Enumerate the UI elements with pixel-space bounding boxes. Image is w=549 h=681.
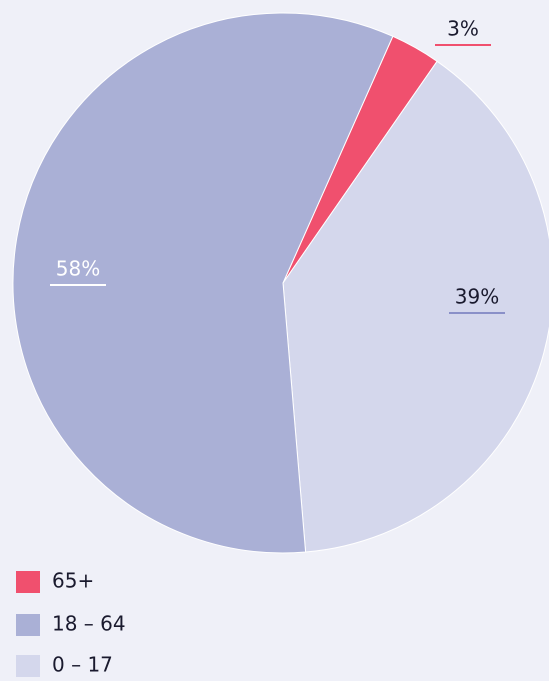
data-label: 58% [56,257,100,281]
legend-swatch [16,655,40,677]
pie-slice [12,12,394,554]
legend-swatch [16,614,40,636]
legend-label: 18 – 64 [52,612,126,636]
data-label: 39% [455,285,499,309]
pie-slice [282,60,549,553]
data-label: 3% [447,17,479,41]
legend-label: 65+ [52,569,94,593]
legend-label: 0 – 17 [52,653,113,677]
legend-swatch [16,571,40,593]
